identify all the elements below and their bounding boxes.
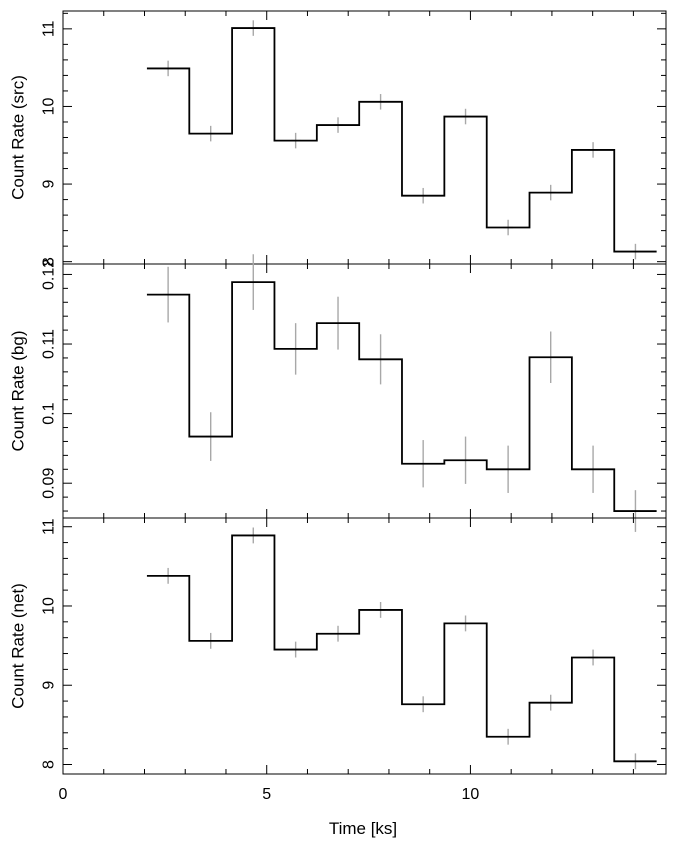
bg-panel: 0.09 0.1 0.11 0.12 Count Rate (bg) — [9, 254, 667, 532]
net-panel: 8 9 10 11 Count Rate (net) 0 5 10 — [9, 517, 667, 803]
y-tick-label: 11 — [41, 20, 58, 37]
y-tick-label: 11 — [41, 518, 58, 535]
x-tick-label: 0 — [59, 786, 68, 803]
y-tick-label: 0.09 — [41, 468, 58, 499]
y-tick-label: 10 — [41, 597, 58, 615]
x-tick-label: 5 — [262, 786, 271, 803]
plot-frame — [62, 517, 667, 775]
y-tick-label: 0.1 — [41, 402, 58, 424]
y-tick-label: 8 — [41, 257, 58, 266]
y-axis-title: Count Rate (bg) — [9, 331, 28, 452]
y-tick-label: 0.11 — [41, 329, 58, 359]
step-line — [146, 281, 657, 512]
step-line — [146, 27, 657, 253]
y-tick-label: 9 — [41, 681, 58, 690]
step-line — [146, 534, 657, 763]
y-tick-label: 8 — [41, 760, 58, 769]
y-tick-label: 10 — [41, 97, 58, 115]
y-tick-label: 0.12 — [41, 259, 58, 290]
y-axis-title: Count Rate (src) — [9, 75, 28, 200]
x-tick-label: 10 — [462, 786, 480, 803]
plot-frame — [62, 263, 667, 519]
y-axis-title: Count Rate (net) — [9, 583, 28, 709]
src-panel: 8 9 10 11 Count Rate (src) — [9, 10, 667, 266]
x-axis-title: Time [ks] — [329, 819, 397, 838]
plot-frame — [62, 10, 667, 265]
y-tick-label: 9 — [41, 180, 58, 189]
